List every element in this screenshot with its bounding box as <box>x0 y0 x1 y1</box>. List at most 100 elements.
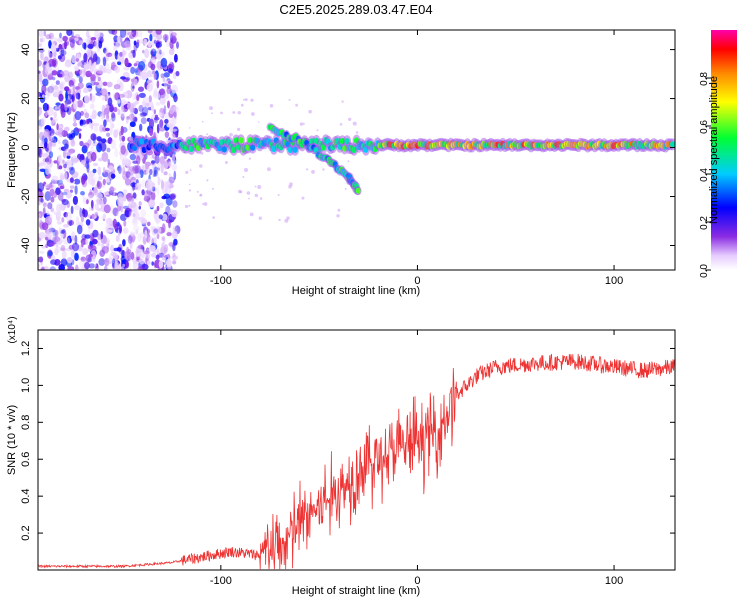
noise-speckle <box>38 182 45 192</box>
noise-speckle <box>144 229 148 239</box>
noise-speckle <box>160 51 165 57</box>
noise-speckle <box>102 235 107 244</box>
noise-speckle <box>122 193 127 202</box>
noise-speckle <box>69 189 73 193</box>
noise-speckle <box>85 30 90 38</box>
faint-speckle <box>337 208 341 212</box>
noise-speckle <box>84 234 91 239</box>
noise-speckle <box>45 165 50 176</box>
noise-speckle <box>96 79 104 89</box>
bottom-x-tick-label: 0 <box>414 575 420 587</box>
noise-speckle <box>106 52 113 57</box>
noise-speckle <box>39 37 44 43</box>
noise-speckle <box>61 217 65 223</box>
noise-speckle <box>54 229 59 237</box>
noise-speckle <box>124 40 131 48</box>
noise-speckle <box>110 139 117 150</box>
noise-speckle <box>50 117 53 121</box>
faint-speckle <box>188 127 191 129</box>
noise-speckle <box>74 37 79 42</box>
noise-speckle <box>171 84 179 94</box>
noise-speckle <box>60 233 64 239</box>
noise-speckle <box>109 117 114 127</box>
noise-speckle <box>46 210 50 216</box>
noise-speckle <box>122 91 129 98</box>
noise-speckle <box>108 53 116 61</box>
noise-speckle <box>100 142 107 152</box>
noise-speckle <box>135 173 141 179</box>
noise-speckle <box>60 185 65 190</box>
noise-speckle <box>120 102 124 112</box>
noise-speckle <box>140 209 147 218</box>
noise-speckle <box>42 78 49 87</box>
noise-speckle <box>163 171 168 176</box>
noise-speckle <box>55 80 60 85</box>
noise-speckle <box>96 70 104 74</box>
noise-speckle <box>165 258 172 268</box>
noise-speckle <box>79 140 84 147</box>
noise-speckle <box>111 111 116 119</box>
noise-speckle <box>79 260 85 267</box>
band-cell <box>670 141 675 148</box>
noise-speckle <box>108 253 112 262</box>
noise-speckle <box>173 170 177 180</box>
noise-speckle <box>94 211 99 218</box>
top-y-tick-label: 20 <box>20 92 32 104</box>
colorbar-tick-label: 0.8 <box>699 72 710 86</box>
faint-speckle <box>277 194 280 196</box>
noise-speckle <box>157 47 162 55</box>
noise-speckle <box>155 254 160 260</box>
faint-speckle <box>188 204 191 207</box>
noise-speckle <box>58 154 62 162</box>
noise-speckle <box>52 138 57 147</box>
noise-speckle <box>38 199 41 206</box>
noise-speckle <box>67 237 71 244</box>
noise-speckle <box>75 264 79 270</box>
noise-speckle <box>48 40 52 49</box>
faint-speckle <box>240 103 244 107</box>
y-multiplier-label: (x10⁴) <box>7 316 18 343</box>
noise-speckle <box>117 61 122 66</box>
noise-speckle <box>116 36 121 42</box>
noise-speckle <box>168 176 175 184</box>
noise-speckle <box>136 94 140 102</box>
noise-speckle <box>42 94 45 98</box>
faint-speckle <box>185 170 189 174</box>
faint-speckle <box>201 120 204 123</box>
noise-speckle <box>135 229 139 235</box>
noise-speckle <box>122 227 129 234</box>
noise-speckle <box>58 227 62 233</box>
noise-speckle <box>113 84 121 90</box>
noise-speckle <box>38 146 42 156</box>
top-y-tick-label: -20 <box>20 189 32 205</box>
noise-speckle <box>91 95 96 103</box>
noise-speckle <box>103 47 107 54</box>
noise-speckle <box>98 40 103 49</box>
noise-speckle <box>167 63 173 69</box>
noise-speckle <box>138 86 144 92</box>
noise-speckle <box>44 66 53 76</box>
noise-speckle <box>39 162 46 166</box>
noise-speckle <box>55 187 61 195</box>
faint-speckle <box>322 168 325 171</box>
noise-speckle <box>103 204 111 214</box>
noise-speckle <box>111 30 118 36</box>
noise-speckle <box>157 176 161 186</box>
noise-speckle <box>108 187 116 192</box>
noise-speckle <box>144 48 150 59</box>
noise-speckle <box>43 115 46 123</box>
noise-speckle <box>73 178 81 185</box>
noise-speckle <box>77 266 85 270</box>
noise-speckle <box>40 198 44 203</box>
noise-speckle <box>88 253 93 258</box>
noise-speckle <box>96 181 103 190</box>
noise-speckle <box>108 30 115 35</box>
noise-speckle <box>67 219 75 226</box>
noise-speckle <box>146 170 149 175</box>
colorbar-ticks: 0.0 0.2 0.4 0.6 0.8 <box>699 72 711 278</box>
noise-speckle <box>106 177 110 183</box>
faint-speckle <box>248 157 252 160</box>
noise-speckle <box>96 200 104 206</box>
noise-speckle <box>163 181 170 191</box>
bottom-y-tick-label: 1.2 <box>20 341 32 356</box>
